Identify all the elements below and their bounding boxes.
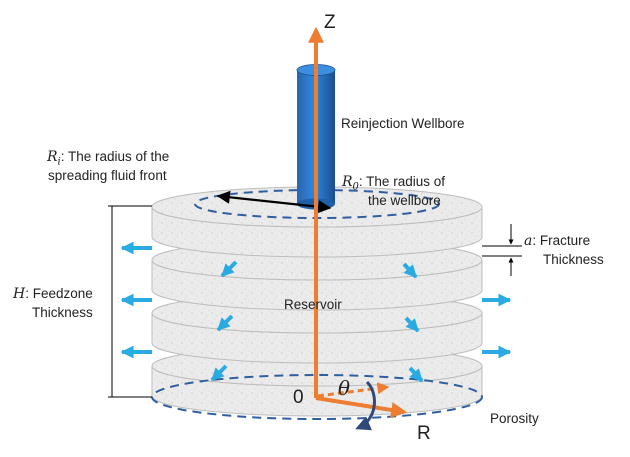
ri-symbol: R [47, 149, 58, 165]
a-label: a: Fracture [524, 232, 590, 250]
reservoir-label: Reservoir [284, 297, 342, 312]
r-axis [315, 396, 408, 418]
h-label-line2: Thickness [32, 305, 93, 320]
h-symbol: H [13, 286, 26, 302]
theta-direction [317, 382, 390, 398]
porosity-label: Porosity [490, 411, 539, 426]
ri-label: Ri: The radius of the [47, 148, 169, 171]
r0-label-line2: the wellbore [368, 193, 441, 208]
r0-symbol: R [342, 174, 353, 190]
origin-label: 0 [293, 387, 304, 408]
h-text-line1: : Feedzone [25, 286, 93, 301]
flow-arrow-inner-2 [216, 314, 234, 332]
z-axis-label: Z [324, 12, 336, 33]
r0-subscript: 0 [352, 181, 359, 193]
a-symbol: a [524, 233, 533, 249]
ri-radius-arrow [216, 190, 332, 214]
flow-arrow-inner-1 [220, 260, 238, 278]
ri-subscript: i [57, 156, 61, 168]
flow-arrow-inner-6 [408, 366, 424, 383]
r-axis-label: R [417, 423, 431, 444]
a-label-line2: Thickness [543, 252, 604, 267]
flow-arrow-inner-4 [402, 262, 418, 279]
theta-label: θ [338, 376, 351, 400]
flow-arrow-inner-3 [210, 364, 228, 382]
r0-label: R0: The radius of [342, 173, 445, 196]
ri-text-line1: : The radius of the [60, 149, 170, 164]
wellbore-label: Reinjection Wellbore [341, 116, 465, 131]
fracture-thickness-marker [482, 224, 522, 276]
flow-arrows [120, 241, 512, 383]
r0-text-line1: : The radius of [358, 174, 445, 189]
h-thickness-bracket [108, 205, 152, 398]
a-text-line1: : Fracture [532, 233, 591, 248]
h-label: H: Feedzone [13, 285, 93, 303]
flow-arrow-inner-5 [404, 316, 420, 333]
rotation-arc [355, 380, 376, 431]
ri-label-line2: spreading fluid front [48, 168, 167, 183]
